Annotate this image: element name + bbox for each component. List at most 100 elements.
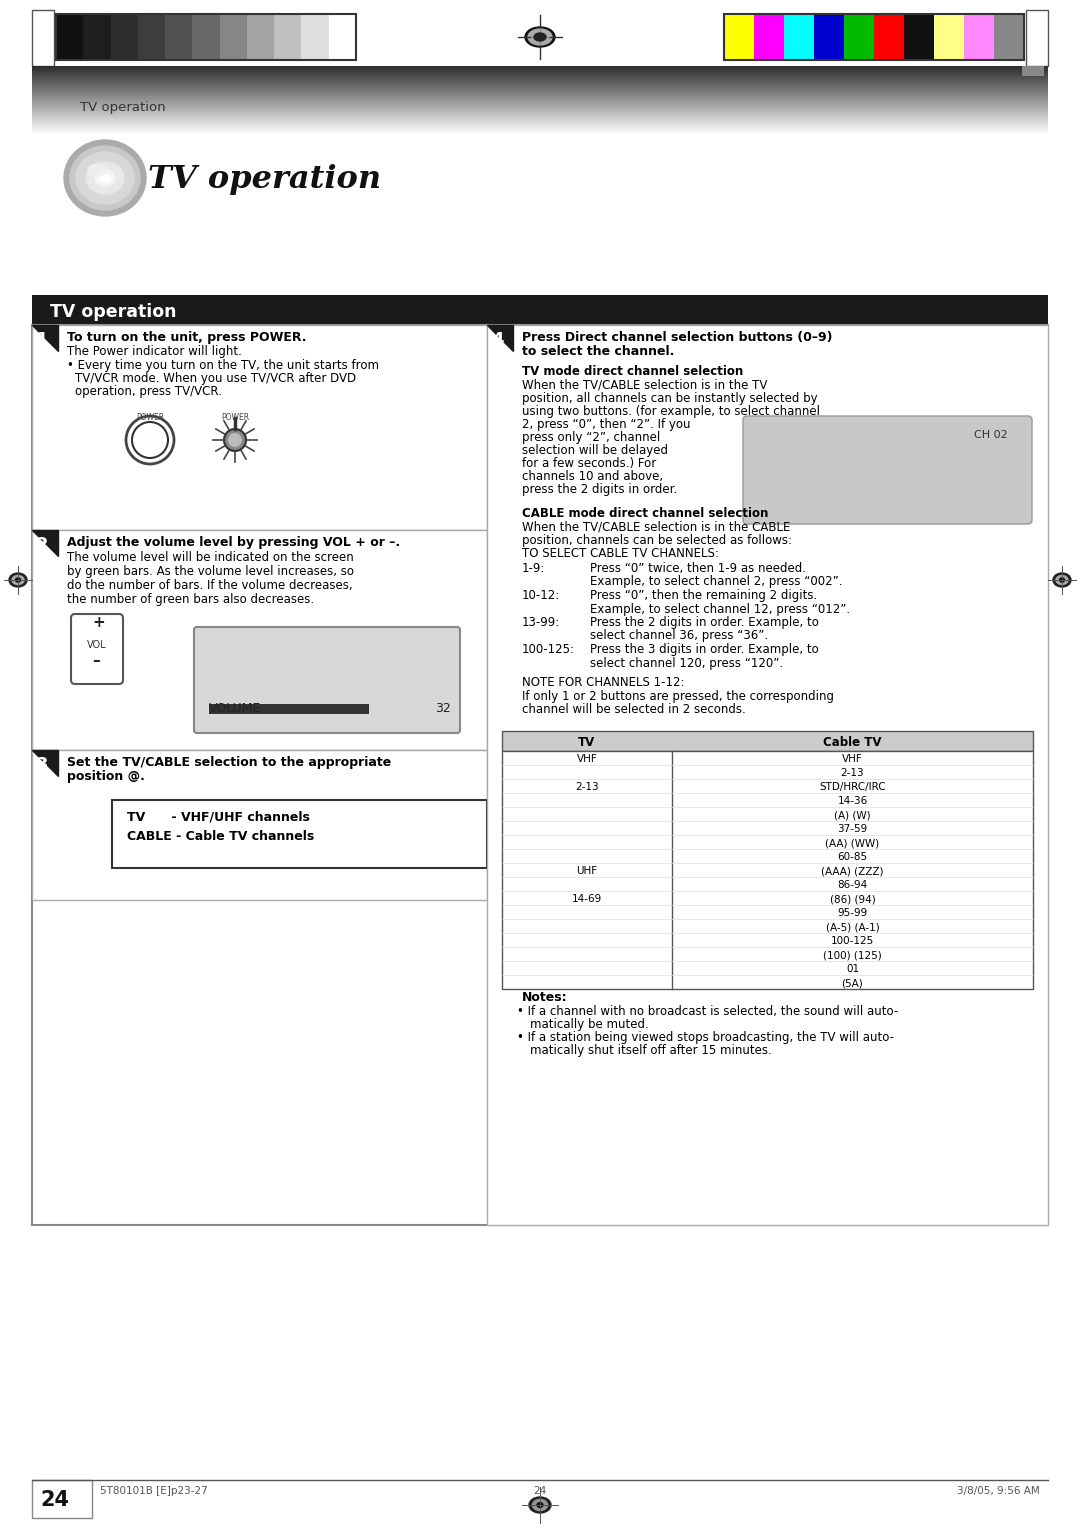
Text: 10-12:: 10-12: [522, 588, 561, 602]
Polygon shape [32, 530, 58, 556]
Polygon shape [32, 750, 58, 776]
Ellipse shape [87, 163, 106, 176]
Ellipse shape [12, 576, 24, 585]
Text: TV operation: TV operation [50, 303, 176, 321]
Text: When the TV/CABLE selection is in the TV: When the TV/CABLE selection is in the TV [522, 379, 768, 393]
Text: VHF: VHF [577, 753, 597, 764]
Text: Press the 2 digits in order. Example, to: Press the 2 digits in order. Example, to [590, 616, 819, 630]
Text: press the 2 digits in order.: press the 2 digits in order. [522, 483, 677, 497]
Ellipse shape [525, 28, 555, 47]
Text: • If a channel with no broadcast is selected, the sound will auto-: • If a channel with no broadcast is sele… [517, 1005, 899, 1018]
Bar [301, 14, 328, 60]
Bar [934, 14, 964, 60]
Text: 24: 24 [40, 1490, 69, 1510]
Ellipse shape [1056, 576, 1068, 585]
Ellipse shape [534, 34, 546, 41]
Text: The volume level will be indicated on the screen: The volume level will be indicated on th… [67, 552, 354, 564]
Text: (86) (94): (86) (94) [829, 894, 875, 905]
Text: (A) (W): (A) (W) [834, 810, 870, 821]
Bar [784, 14, 814, 60]
Text: 1: 1 [36, 332, 49, 348]
Bar [32, 295, 1048, 325]
Text: VOL: VOL [87, 640, 107, 649]
Text: by green bars. As the volume level increases, so: by green bars. As the volume level incre… [67, 565, 354, 578]
Text: • Every time you turn on the TV, the unit starts from: • Every time you turn on the TV, the uni… [67, 359, 379, 371]
Bar [32, 325, 1048, 1225]
Text: If only 1 or 2 buttons are pressed, the corresponding: If only 1 or 2 buttons are pressed, the … [522, 691, 834, 703]
Text: using two buttons. (for example, to select channel: using two buttons. (for example, to sele… [522, 405, 820, 419]
Text: select channel 120, press “120”.: select channel 120, press “120”. [590, 657, 783, 669]
Bar [724, 14, 754, 60]
Bar [724, 14, 1024, 60]
Text: 13-99:: 13-99: [522, 616, 561, 630]
Ellipse shape [532, 1499, 548, 1511]
Text: Example, to select channel 12, press “012”.: Example, to select channel 12, press “01… [590, 602, 850, 616]
Bar [112, 801, 487, 868]
FancyBboxPatch shape [71, 614, 123, 685]
Text: (100) (125): (100) (125) [823, 950, 882, 960]
Bar [56, 14, 83, 60]
Text: position, channels can be selected as follows:: position, channels can be selected as fo… [522, 533, 792, 547]
Text: To turn on the unit, press POWER.: To turn on the unit, press POWER. [67, 332, 307, 344]
Text: 2-13: 2-13 [576, 782, 598, 792]
Bar [192, 14, 219, 60]
Bar [247, 14, 274, 60]
Text: 2: 2 [36, 536, 49, 555]
Text: channel will be selected in 2 seconds.: channel will be selected in 2 seconds. [522, 703, 746, 717]
Text: Set the TV/CABLE selection to the appropriate: Set the TV/CABLE selection to the approp… [67, 756, 391, 769]
Text: When the TV/CABLE selection is in the CABLE: When the TV/CABLE selection is in the CA… [522, 521, 791, 533]
Ellipse shape [86, 162, 124, 194]
Text: 01: 01 [846, 964, 859, 973]
Bar [1026, 11, 1048, 66]
Text: TV: TV [578, 736, 595, 749]
Bar [502, 730, 1032, 750]
Bar [843, 14, 874, 60]
Ellipse shape [537, 1502, 543, 1508]
Circle shape [126, 416, 174, 465]
Bar [110, 14, 138, 60]
Text: CH 02: CH 02 [974, 429, 1008, 440]
Bar [210, 704, 369, 714]
Bar [32, 11, 54, 66]
Text: select channel 36, press “36”.: select channel 36, press “36”. [590, 630, 768, 642]
Bar [814, 14, 843, 60]
Bar [874, 14, 904, 60]
Bar [219, 14, 247, 60]
Text: VHF: VHF [842, 753, 863, 764]
Text: 24: 24 [534, 1487, 546, 1496]
Text: position @.: position @. [67, 770, 145, 782]
Text: NOTE FOR CHANNELS 1-12:: NOTE FOR CHANNELS 1-12: [522, 675, 685, 689]
Text: (AA) (WW): (AA) (WW) [825, 837, 879, 848]
Text: do the number of bars. If the volume decreases,: do the number of bars. If the volume dec… [67, 579, 353, 591]
Ellipse shape [1053, 573, 1071, 587]
Text: TV mode direct channel selection: TV mode direct channel selection [522, 365, 743, 377]
Bar [1022, 66, 1044, 76]
Text: selection will be delayed: selection will be delayed [522, 445, 669, 457]
Text: matically shut itself off after 15 minutes.: matically shut itself off after 15 minut… [530, 1044, 772, 1057]
Text: 14-36: 14-36 [837, 796, 867, 805]
Ellipse shape [76, 151, 134, 205]
Bar [32, 750, 487, 900]
Text: 2, press “0”, then “2”. If you: 2, press “0”, then “2”. If you [522, 419, 690, 431]
Text: UHF: UHF [577, 866, 597, 876]
Text: position, all channels can be instantly selected by: position, all channels can be instantly … [522, 393, 818, 405]
Text: –: – [92, 652, 99, 668]
Text: Press the 3 digits in order. Example, to: Press the 3 digits in order. Example, to [590, 643, 819, 656]
Bar [904, 14, 934, 60]
Ellipse shape [70, 147, 140, 209]
Text: 2-13: 2-13 [840, 769, 864, 778]
Bar [502, 750, 1032, 989]
Polygon shape [487, 325, 513, 351]
Ellipse shape [100, 174, 110, 182]
Bar [994, 14, 1024, 60]
Ellipse shape [64, 141, 146, 215]
FancyBboxPatch shape [743, 416, 1032, 524]
Bar [32, 1481, 92, 1517]
Ellipse shape [528, 29, 552, 44]
Text: 60-85: 60-85 [837, 853, 867, 862]
Text: matically be muted.: matically be muted. [530, 1018, 649, 1031]
Bar [32, 325, 487, 530]
Text: TO SELECT CABLE TV CHANNELS:: TO SELECT CABLE TV CHANNELS: [522, 547, 719, 559]
Circle shape [224, 429, 246, 451]
Text: press only “2”, channel: press only “2”, channel [522, 431, 660, 445]
